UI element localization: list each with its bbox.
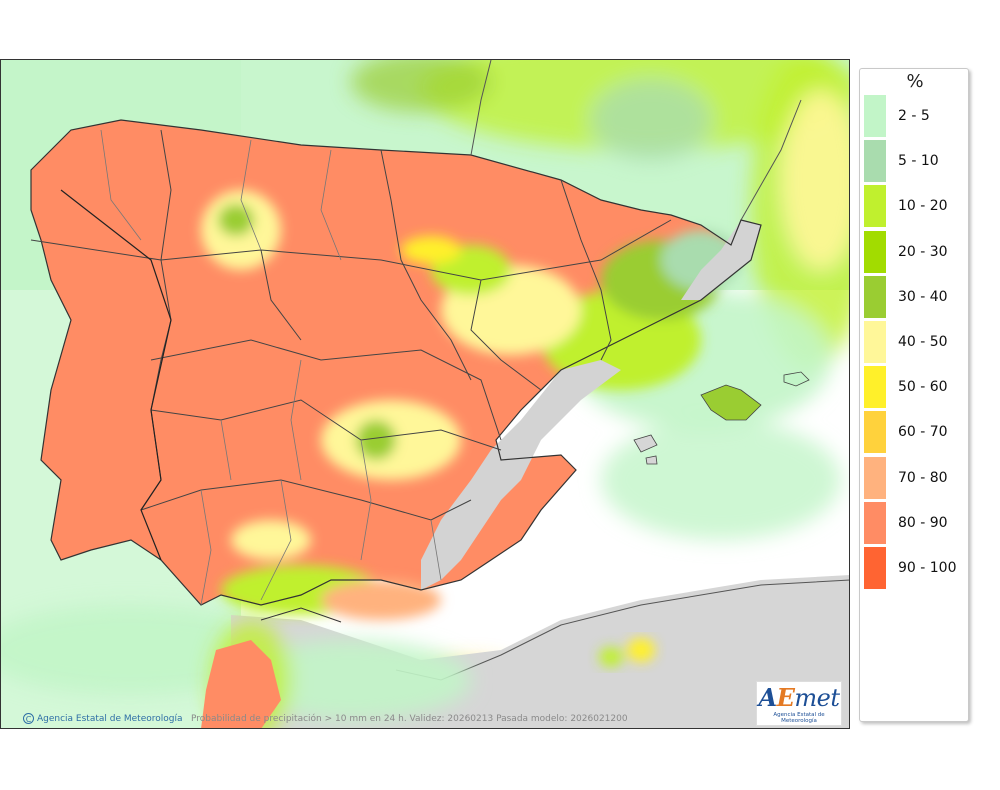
legend-item: 50 - 60 bbox=[864, 366, 968, 409]
legend-swatch bbox=[864, 411, 886, 454]
legend-swatch bbox=[864, 501, 886, 544]
coastline-north-east bbox=[740, 99, 802, 221]
legend-label: 40 - 50 bbox=[898, 334, 948, 350]
balearic-islands bbox=[633, 371, 810, 465]
legend-swatch bbox=[864, 456, 886, 499]
legend-label: 30 - 40 bbox=[898, 288, 948, 305]
precipitation-probability-map: C Agencia Estatal de Meteorología Probab… bbox=[0, 59, 850, 729]
legend-item: 30 - 40 bbox=[864, 275, 968, 318]
iberian-peninsula bbox=[30, 119, 762, 620]
legend-item: 40 - 50 bbox=[864, 321, 968, 363]
legend-swatch bbox=[864, 140, 886, 183]
legend-item: 90 - 100 bbox=[864, 547, 968, 589]
legend-swatch bbox=[864, 185, 886, 228]
legend-label: 60 - 70 bbox=[898, 424, 948, 441]
legend-label: 70 - 80 bbox=[898, 469, 948, 486]
logo-subtitle: Agencia Estatal de Meteorología bbox=[773, 712, 825, 724]
legend-label: 90 - 100 bbox=[898, 560, 957, 576]
aemet-logo: AEmet Agencia Estatal de Meteorología bbox=[756, 681, 842, 726]
legend-swatch bbox=[864, 230, 886, 273]
legend-label: 20 - 30 bbox=[898, 243, 948, 260]
legend-item: 5 - 10 bbox=[864, 140, 968, 183]
legend-panel: % 2 - 5 5 - 10 10 - 20 20 - 30 30 - 40 40 - 5… bbox=[859, 68, 969, 722]
legend-swatch bbox=[864, 547, 886, 589]
legend-item: 70 - 80 bbox=[864, 456, 968, 499]
legend-item: 2 - 5 bbox=[864, 95, 968, 137]
legend-item: 20 - 30 bbox=[864, 230, 968, 273]
france-border bbox=[470, 60, 492, 156]
legend-item: 60 - 70 bbox=[864, 411, 968, 454]
legend-label: 10 - 20 bbox=[898, 198, 948, 215]
map-caption: Probabilidad de precipitación > 10 mm en… bbox=[191, 714, 628, 724]
map-credit: C Agencia Estatal de Meteorología bbox=[23, 713, 183, 724]
legend-swatch bbox=[864, 366, 886, 409]
logo-wordmark: AEmet bbox=[758, 683, 840, 712]
legend-swatch bbox=[864, 95, 886, 137]
legend-title: % bbox=[906, 71, 924, 92]
legend-item: 80 - 90 bbox=[864, 501, 968, 544]
legend-swatch bbox=[864, 275, 886, 318]
legend-label: 2 - 5 bbox=[898, 108, 930, 124]
north-africa-high-probability bbox=[201, 607, 655, 728]
copyright-icon: C bbox=[23, 713, 34, 724]
legend-label: 5 - 10 bbox=[898, 153, 939, 170]
legend-label: 50 - 60 bbox=[898, 379, 948, 396]
legend-label: 80 - 90 bbox=[898, 514, 948, 531]
legend-item: 10 - 20 bbox=[864, 185, 968, 228]
map-canvas bbox=[1, 60, 849, 728]
legend-swatch bbox=[864, 321, 886, 363]
credit-text: Agencia Estatal de Meteorología bbox=[37, 713, 183, 724]
